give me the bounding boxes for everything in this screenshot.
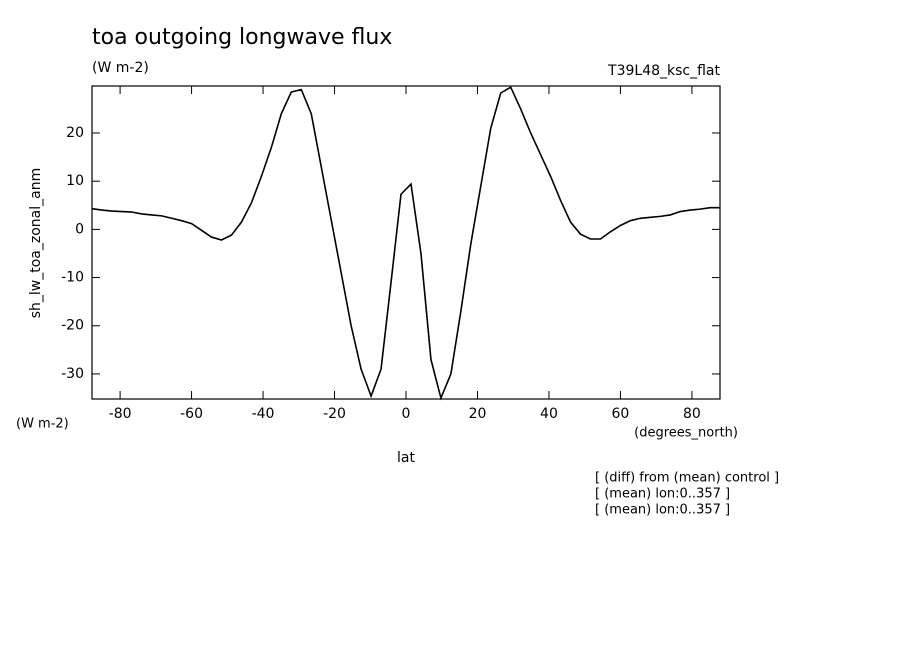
x-tick-label: 60 bbox=[612, 406, 630, 422]
note: [ (diff) from (mean) control ] bbox=[595, 471, 779, 486]
x-tick-label: 40 bbox=[540, 406, 558, 422]
y-tick-label: 10 bbox=[66, 173, 84, 189]
x-units: (degrees_north) bbox=[634, 426, 738, 441]
y-tick-label: 0 bbox=[75, 221, 84, 237]
x-tick-label: -80 bbox=[109, 406, 132, 422]
y-tick-label: -10 bbox=[61, 270, 84, 286]
note: [ (mean) lon:0..357 ] bbox=[595, 487, 730, 502]
x-tick-label: -20 bbox=[323, 406, 346, 422]
chart-title: toa outgoing longwave flux bbox=[92, 25, 392, 50]
y-units: (W m-2) bbox=[16, 417, 69, 432]
x-tick-label: 20 bbox=[469, 406, 487, 422]
run-label: T39L48_ksc_flat bbox=[607, 63, 720, 79]
x-tick-label: 0 bbox=[402, 406, 411, 422]
x-tick-label: 80 bbox=[683, 406, 701, 422]
x-tick-label: -60 bbox=[180, 406, 203, 422]
y-tick-label: -30 bbox=[61, 366, 84, 382]
note: [ (mean) lon:0..357 ] bbox=[595, 503, 730, 518]
x-tick-label: -40 bbox=[252, 406, 275, 422]
y-tick-label: 20 bbox=[66, 125, 84, 141]
y-axis-label: sh_lw_toa_zonal_anm bbox=[28, 168, 44, 319]
chart-subtitle: (W m-2) bbox=[92, 60, 149, 76]
y-tick-label: -20 bbox=[61, 318, 84, 334]
x-axis-label: lat bbox=[397, 450, 415, 466]
data-line bbox=[91, 86, 720, 401]
